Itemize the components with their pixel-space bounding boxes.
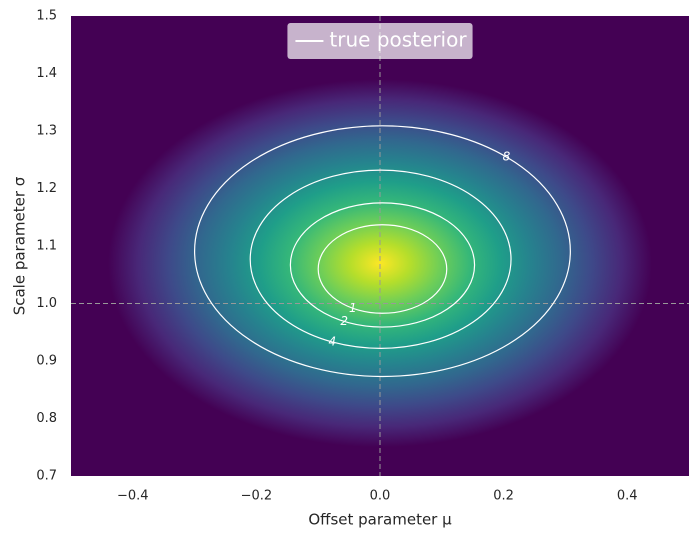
y-tick-label: 1.4	[36, 66, 57, 81]
density-field	[108, 79, 652, 448]
y-tick-label: 1.1	[36, 239, 57, 254]
contour-line	[249, 169, 512, 349]
x-tick-label: 0.0	[370, 489, 391, 504]
x-tick-label: −0.2	[241, 489, 273, 504]
y-tick-label: 1.0	[36, 296, 57, 311]
contour-label: 1	[349, 301, 357, 315]
contour-line	[317, 224, 448, 314]
contour-line	[289, 202, 476, 328]
y-axis-label: Scale parameter σ	[11, 176, 29, 315]
y-tick-label: 1.5	[36, 9, 57, 24]
contour-label: 4	[329, 335, 337, 349]
y-tick-label: 1.2	[36, 181, 57, 196]
y-tick-label: 0.7	[36, 469, 57, 484]
x-axis-label: Offset parameter μ	[308, 511, 452, 529]
contour-label: 8	[503, 150, 511, 164]
legend: true posterior	[287, 23, 473, 59]
y-tick-label: 0.9	[36, 354, 57, 369]
legend-label: true posterior	[329, 28, 467, 52]
y-tick-label: 0.8	[36, 411, 57, 426]
contour-label: 2	[340, 314, 348, 328]
x-tick-label: 0.4	[617, 489, 638, 504]
x-tick-label: 0.2	[493, 489, 514, 504]
contour-line	[193, 125, 571, 378]
y-tick-label: 1.3	[36, 124, 57, 139]
legend-box	[287, 23, 473, 59]
x-tick-label: −0.4	[117, 489, 149, 504]
